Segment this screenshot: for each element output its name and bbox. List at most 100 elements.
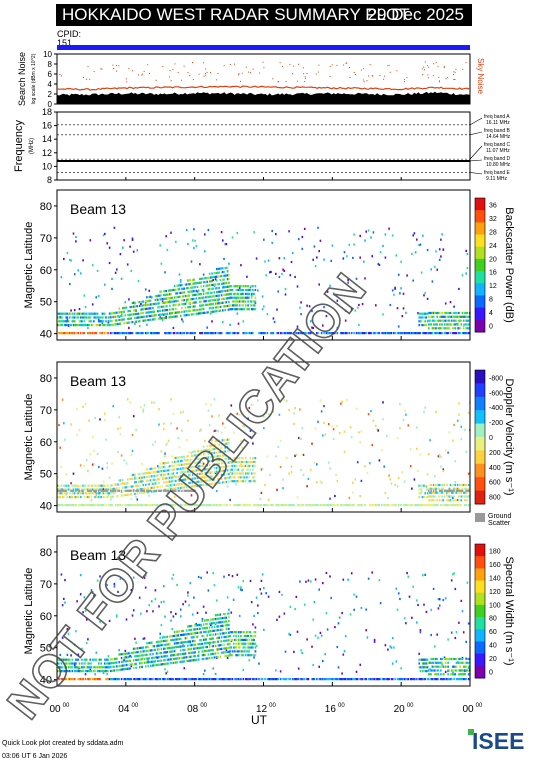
band-cell bbox=[459, 499, 461, 502]
band-cell bbox=[159, 644, 161, 647]
band-cell bbox=[201, 464, 204, 467]
band-cell bbox=[161, 470, 164, 473]
scatter-cell bbox=[185, 300, 188, 303]
band-cell bbox=[141, 480, 143, 483]
ground-scatter-cell bbox=[438, 489, 441, 492]
scatter-cell bbox=[176, 427, 178, 430]
band-cell bbox=[194, 477, 196, 480]
scatter-cell bbox=[349, 613, 352, 616]
scatter-cell bbox=[264, 484, 266, 487]
band-cell bbox=[181, 482, 183, 485]
scatter-cell bbox=[323, 421, 325, 425]
band-cell bbox=[166, 461, 169, 464]
band-cell bbox=[135, 662, 137, 665]
band-cell bbox=[67, 484, 70, 487]
scatter-cell bbox=[322, 660, 324, 663]
freq-ytick-label: 14 bbox=[42, 134, 52, 144]
ground-cell bbox=[178, 332, 181, 335]
band-cell bbox=[148, 479, 151, 482]
band-cell bbox=[228, 476, 230, 479]
band-cell bbox=[58, 484, 60, 487]
band-cell bbox=[83, 316, 86, 319]
scatter-cell bbox=[343, 430, 346, 433]
band-cell bbox=[170, 476, 172, 479]
band-cell bbox=[123, 652, 125, 655]
band-cell bbox=[111, 484, 113, 487]
band-cell bbox=[244, 464, 247, 467]
band-cell bbox=[187, 287, 189, 290]
band-cell bbox=[166, 488, 169, 491]
band-cell bbox=[158, 478, 160, 481]
freq-band-label: freq band E bbox=[484, 170, 511, 176]
band-cell bbox=[444, 311, 447, 315]
band-cell bbox=[160, 294, 163, 297]
band-cell bbox=[236, 308, 239, 311]
band-cell bbox=[237, 460, 240, 464]
band-cell bbox=[213, 444, 216, 447]
band-cell bbox=[248, 296, 251, 299]
band-cell bbox=[83, 666, 86, 669]
band-cell bbox=[173, 288, 176, 291]
scatter-cell bbox=[384, 233, 387, 236]
band-cell bbox=[100, 658, 102, 661]
ground-cell bbox=[279, 332, 282, 335]
ground-cell bbox=[301, 504, 304, 507]
ground-cell bbox=[271, 504, 273, 507]
ground-cell bbox=[295, 678, 298, 681]
noise-dot bbox=[204, 73, 206, 74]
band-cell bbox=[232, 650, 235, 653]
band-cell bbox=[183, 478, 186, 481]
band-cell bbox=[183, 656, 186, 659]
band-cell bbox=[138, 492, 141, 495]
band-cell bbox=[207, 467, 210, 471]
band-cell bbox=[89, 666, 92, 669]
band-cell bbox=[176, 475, 178, 478]
band-cell bbox=[138, 647, 141, 650]
band-cell bbox=[112, 665, 114, 668]
band-cell bbox=[464, 323, 466, 326]
band-cell bbox=[188, 485, 190, 488]
band-cell bbox=[179, 456, 182, 459]
band-cell bbox=[214, 474, 217, 477]
band-cell bbox=[108, 316, 111, 319]
band-cell bbox=[105, 662, 107, 665]
band-cell bbox=[219, 613, 222, 616]
noise-dot bbox=[293, 65, 295, 67]
scatter-cell bbox=[152, 610, 154, 613]
band-cell bbox=[94, 484, 96, 487]
ground-cell bbox=[207, 504, 210, 507]
band-cell bbox=[164, 662, 166, 665]
scatter-cell bbox=[196, 290, 199, 293]
band-cell bbox=[72, 662, 75, 665]
band-cell bbox=[137, 484, 140, 487]
ground-cell bbox=[394, 332, 396, 335]
scatter-cell bbox=[181, 318, 183, 321]
band-cell bbox=[149, 471, 152, 474]
scatter-cell bbox=[120, 277, 123, 280]
ground-cell bbox=[90, 332, 93, 335]
band-cell bbox=[157, 302, 159, 305]
scatter-cell bbox=[448, 431, 451, 434]
band-cell bbox=[90, 496, 93, 499]
ground-scatter-cell bbox=[61, 489, 64, 492]
band-cell bbox=[157, 648, 159, 651]
ground-cell bbox=[77, 332, 80, 335]
band-cell bbox=[184, 314, 187, 317]
band-cell bbox=[204, 642, 206, 645]
ground-cell bbox=[177, 332, 180, 335]
band-cell bbox=[191, 481, 194, 484]
band-cell bbox=[93, 492, 95, 495]
scatter-cell bbox=[148, 494, 151, 497]
ground-cell bbox=[454, 332, 457, 335]
ground-cell bbox=[277, 332, 279, 335]
ground-cell bbox=[58, 332, 60, 335]
scatter-cell bbox=[467, 472, 470, 475]
scatter-cell bbox=[138, 325, 141, 328]
scatter-cell bbox=[419, 243, 422, 246]
band-cell bbox=[232, 646, 235, 649]
ground-cell bbox=[201, 504, 204, 507]
band-cell bbox=[423, 324, 425, 327]
band-cell bbox=[210, 482, 212, 486]
band-cell bbox=[155, 482, 158, 485]
colorbar-segment bbox=[475, 383, 485, 398]
